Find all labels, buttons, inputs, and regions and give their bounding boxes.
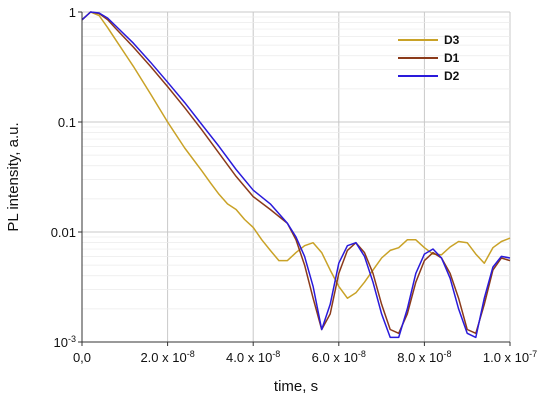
legend-label-d1: D1 [444, 51, 460, 65]
y-tick-label: 1 [69, 5, 76, 20]
x-tick-label: 0,0 [73, 350, 91, 365]
series-line-d2 [81, 11, 511, 339]
legend: D3 D1 D2 [398, 33, 460, 83]
x-tick-label: 8.0 x 10-8 [397, 349, 451, 365]
x-tick-labels: 0,0 2.0 x 10-8 4.0 x 10-8 6.0 x 10-8 8.0 x 1… [73, 342, 537, 365]
legend-label-d3: D3 [444, 33, 460, 47]
y-tick-label: 10-3 [54, 334, 76, 350]
y-tick-label: 0.1 [58, 115, 76, 130]
y-tick-labels: 1 0.1 0.01 10-3 [51, 5, 82, 350]
legend-label-d2: D2 [444, 69, 460, 83]
x-tick-label: 2.0 x 10-8 [140, 349, 194, 365]
series-layer [81, 11, 511, 339]
plot-area [82, 12, 510, 342]
series-line-d1 [81, 11, 511, 335]
y-tick-label: 0.01 [51, 225, 76, 240]
x-tick-label: 6.0 x 10-8 [312, 349, 366, 365]
x-axis-title: time, s [274, 378, 318, 395]
series-line-d3 [81, 11, 511, 299]
y-axis-title: PL intensity, a.u. [5, 122, 22, 231]
x-tick-label: 4.0 x 10-8 [226, 349, 280, 365]
x-tick-label: 1.0 x 10-7 [483, 349, 537, 365]
